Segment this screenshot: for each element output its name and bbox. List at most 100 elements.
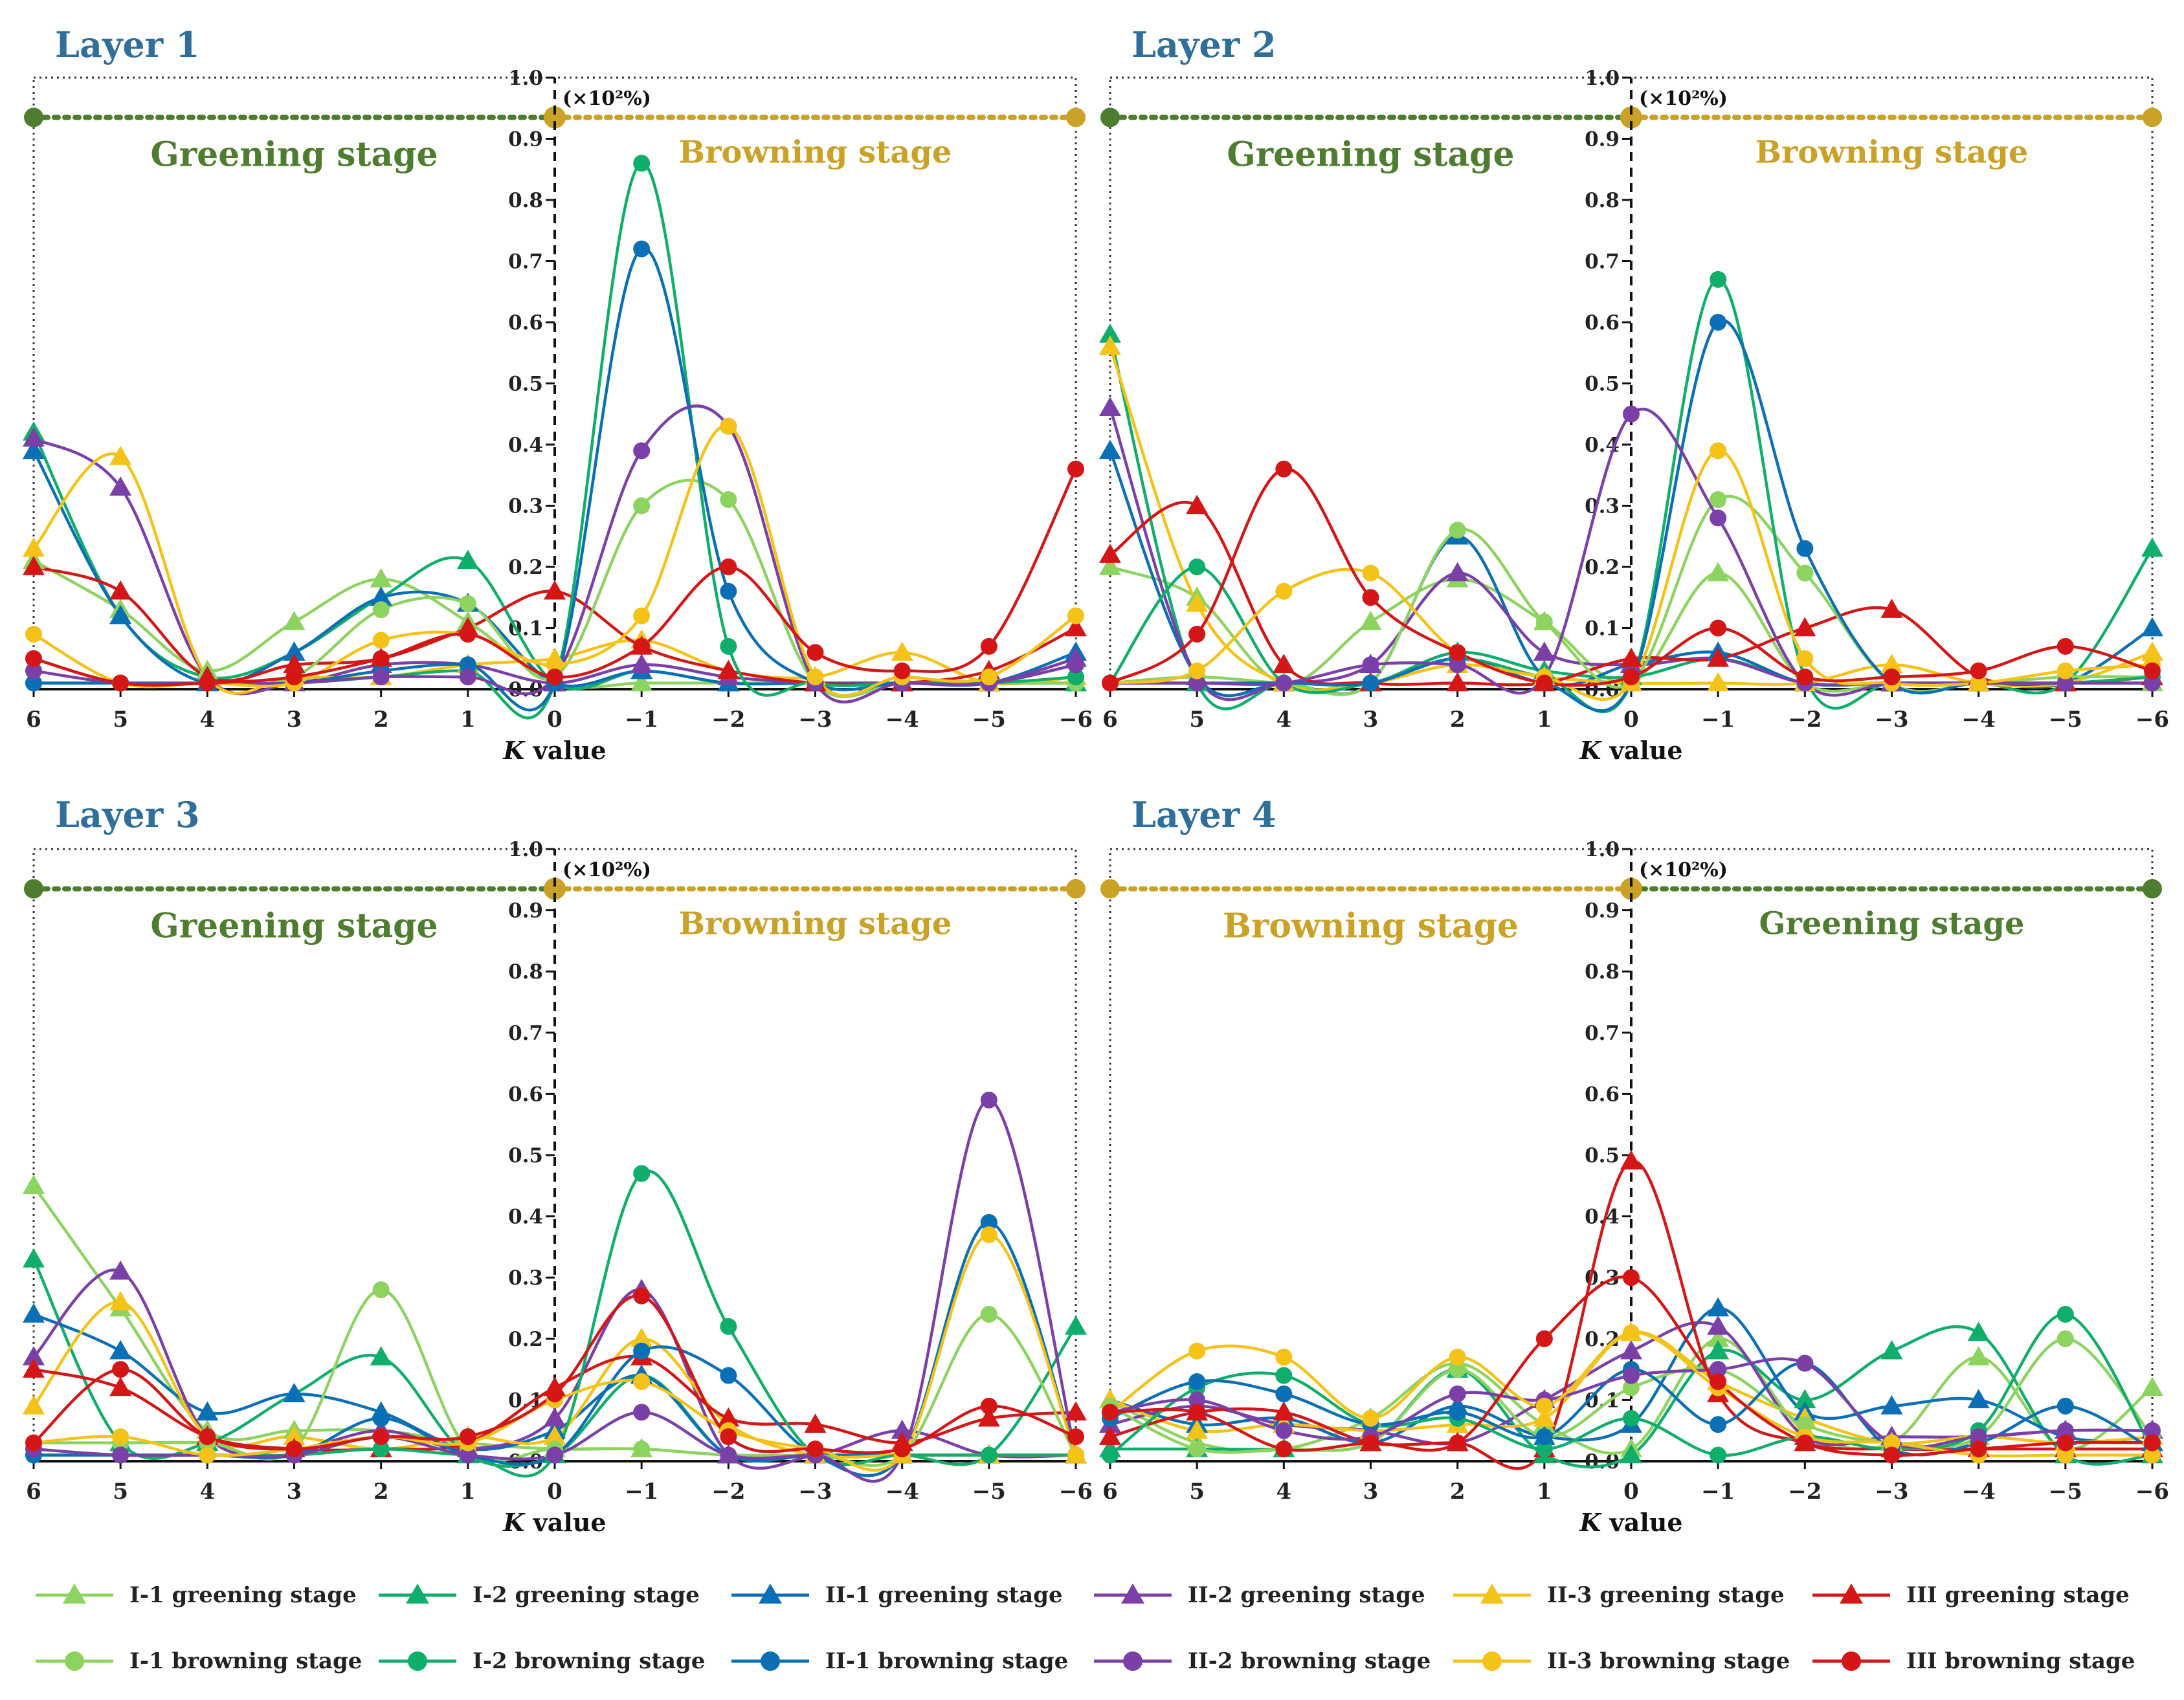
data-point-IIIg: [1099, 544, 1121, 563]
data-point-II2b: [1796, 1354, 1814, 1372]
data-point-IIIb: [633, 1287, 651, 1305]
data-point-II2g: [544, 1407, 566, 1427]
data-point-II3g: [23, 537, 45, 557]
data-point-IIIg: [1446, 672, 1469, 692]
data-point-II2g: [1099, 397, 1121, 417]
data-point-I1g: [2141, 1376, 2163, 1396]
data-point-IIIb: [1970, 662, 1987, 679]
y-tick-label: 0.7: [1585, 250, 1620, 274]
data-point-II1g: [109, 604, 132, 624]
data-point-I2b: [2056, 1305, 2074, 1323]
left-stage-label: Greening stage: [150, 906, 438, 945]
y-tick-label: 0.8: [508, 189, 543, 212]
x-tick-label: 2: [1450, 1479, 1465, 1505]
data-point-II3b: [1535, 1397, 1553, 1415]
data-point-I1b: [1710, 491, 1727, 509]
data-point-IIIg: [1186, 494, 1209, 514]
data-point-II2g: [109, 1260, 132, 1280]
data-point-IIIg: [1273, 1401, 1295, 1421]
right-stage-dot: [2143, 107, 2162, 127]
data-point-I1b: [1449, 522, 1466, 539]
legend-marker: [408, 1651, 427, 1671]
data-point-I2b: [1623, 1409, 1640, 1427]
data-point-II3g: [1186, 592, 1209, 612]
data-point-IIIb: [199, 1428, 216, 1446]
y-tick-label: 1.0: [508, 67, 543, 90]
x-tick-label: −1: [625, 1479, 658, 1505]
data-point-II1b: [1188, 1373, 1206, 1391]
data-point-I2b: [1067, 668, 1084, 686]
data-point-IIIb: [980, 637, 997, 655]
data-point-IIIb: [1535, 1330, 1553, 1347]
data-point-II2b: [2144, 1422, 2161, 1439]
data-point-IIIb: [285, 1441, 303, 1458]
x-tick-label: −2: [711, 1479, 745, 1505]
data-point-I2b: [633, 1165, 651, 1182]
x-tick-label: 6: [1102, 707, 1118, 733]
legend-marker: [65, 1651, 84, 1671]
data-point-II1b: [459, 656, 476, 674]
legend-label: I-1 greening stage: [129, 1582, 357, 1608]
x-axis-title-rest: value: [524, 736, 606, 765]
data-point-IIIb: [372, 1428, 390, 1446]
data-point-I2b: [1710, 1446, 1727, 1464]
legend-marker: [406, 1584, 429, 1604]
data-point-IIIg: [1099, 1426, 1121, 1445]
data-point-II1g: [109, 1340, 132, 1360]
legend: I-1 greening stage I-2 greening stage II-1…: [36, 1582, 2135, 1674]
data-point-II1b: [1275, 1385, 1293, 1402]
data-point-II1b: [25, 674, 42, 692]
data-point-II1g: [1707, 1297, 1730, 1317]
data-point-IIIb: [1275, 460, 1293, 478]
data-point-II3b: [1275, 1349, 1293, 1366]
x-tick-label: 3: [287, 707, 302, 733]
right-stage-dot: [1066, 107, 1086, 127]
panel-title: Layer 2: [1131, 24, 1276, 65]
data-point-IIIb: [112, 674, 129, 692]
data-point-I2g: [1620, 1444, 1642, 1464]
data-point-II3g: [23, 1395, 45, 1415]
series-group: [1099, 270, 2163, 713]
data-point-II3g: [630, 1327, 653, 1347]
data-point-II2g: [23, 1346, 45, 1365]
y-unit-label: (×10²%): [563, 87, 651, 110]
legend-marker: [1121, 1584, 1144, 1604]
legend-marker: [1123, 1651, 1142, 1671]
y-tick-label: 0.2: [1585, 556, 1620, 579]
x-tick-label: 6: [1102, 1479, 1118, 1505]
data-point-I1g: [23, 1175, 45, 1195]
y-tick-label: 0.9: [508, 128, 543, 151]
data-point-II1b: [720, 582, 737, 600]
legend-label: I-2 greening stage: [473, 1582, 700, 1608]
legend-marker: [1840, 1584, 1863, 1604]
data-point-II2b: [1449, 656, 1466, 674]
data-point-IIIb: [1188, 1404, 1206, 1421]
panel-title: Layer 3: [55, 794, 200, 835]
data-point-IIIb: [1449, 1434, 1466, 1452]
data-point-II1b: [1710, 1416, 1727, 1433]
x-axis-title-rest: value: [1601, 736, 1682, 765]
y-tick-label: 0.5: [508, 373, 543, 396]
y-tick-label: 0.5: [1585, 1144, 1620, 1167]
legend-item: I-1 browning stage: [36, 1648, 362, 1674]
data-point-II3g: [1707, 672, 1730, 692]
left-stage-dot: [24, 879, 43, 899]
legend-item: I-1 greening stage: [36, 1582, 357, 1608]
data-point-II3b: [633, 607, 651, 624]
data-point-II2b: [1188, 674, 1206, 692]
center-stage-dot: [544, 878, 566, 900]
data-point-II3b: [199, 1446, 216, 1464]
data-point-IIIb: [459, 625, 476, 643]
series-line-II3b: [33, 1233, 1078, 1472]
x-tick-label: 0: [547, 707, 563, 733]
x-axis-title-k: K: [1579, 736, 1602, 765]
data-point-I2g: [1880, 1340, 1903, 1360]
y-tick-label: 0.5: [508, 1144, 543, 1167]
data-point-II2b: [546, 1446, 563, 1464]
y-tick-label: 0.7: [1585, 1022, 1620, 1045]
left-stage-dot: [1100, 107, 1120, 127]
x-tick-label: −5: [2049, 707, 2082, 733]
data-point-II2b: [2056, 674, 2074, 692]
legend-label: II-1 greening stage: [825, 1582, 1063, 1608]
